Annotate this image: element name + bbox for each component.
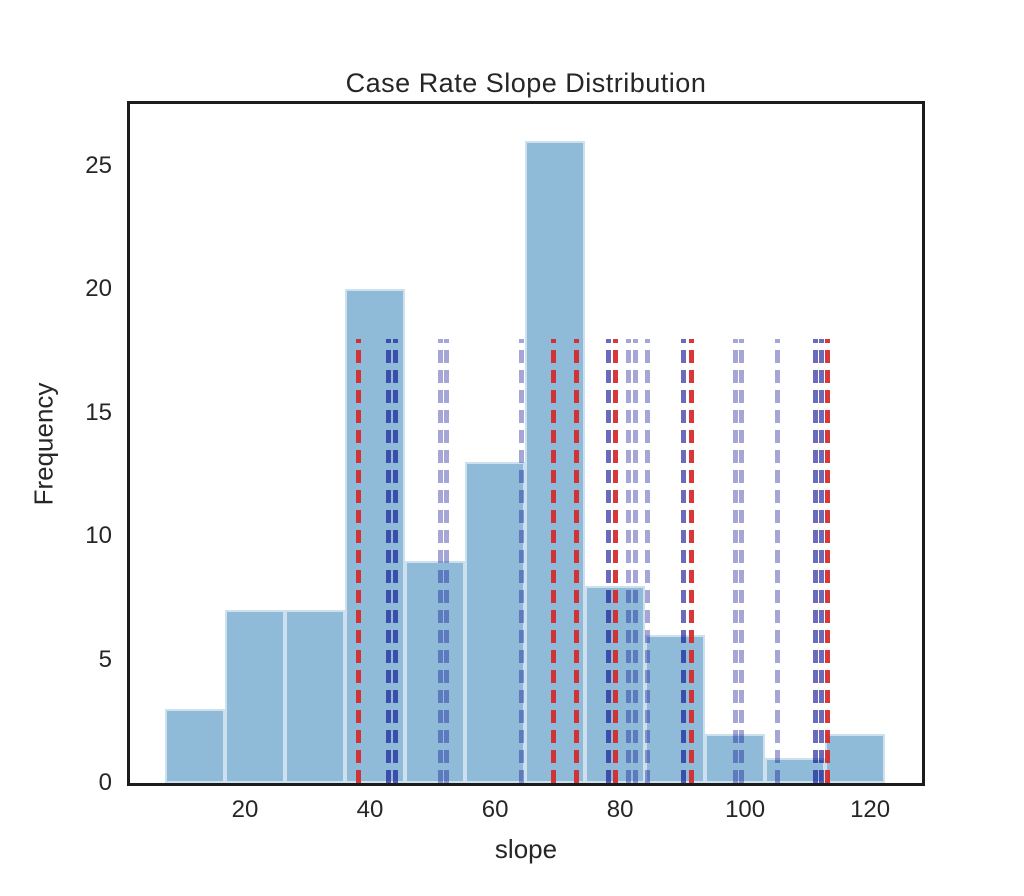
y-tick-label: 15 — [85, 398, 112, 426]
histogram-bar — [225, 610, 285, 783]
red-dashed-vline — [550, 338, 556, 783]
chart-title: Case Rate Slope Distribution — [345, 68, 707, 98]
histogram-bar — [645, 634, 706, 783]
x-tick-label: 100 — [725, 796, 766, 823]
blue-dashed-vline — [385, 338, 391, 783]
histogram-bar — [465, 462, 526, 783]
plot-inner — [130, 104, 922, 783]
y-tick-label: 25 — [85, 151, 112, 179]
histogram-bar — [705, 733, 766, 783]
x-tick-label: 120 — [850, 796, 891, 823]
blue-dashed-vline — [812, 338, 818, 783]
blue-dashed-vline — [818, 338, 824, 783]
blue-dashed-vline — [738, 338, 744, 783]
x-axis-ticks: 20 40 60 80 100 120 — [130, 795, 922, 829]
y-axis-ticks: 0 5 10 15 20 25 — [0, 104, 112, 796]
blue-dashed-vline — [605, 338, 611, 783]
blue-dashed-vline — [437, 338, 443, 783]
histogram-bar — [405, 560, 465, 783]
blue-dashed-vline — [632, 338, 638, 783]
histogram-bar — [825, 733, 886, 783]
x-tick-label: 80 — [606, 796, 634, 823]
x-axis-label: slope — [494, 834, 558, 864]
blue-dashed-vline — [644, 338, 650, 783]
red-dashed-vline — [688, 338, 694, 783]
x-tick-label: 20 — [231, 796, 259, 823]
blue-dashed-vline — [518, 338, 524, 783]
blue-dashed-vline — [625, 338, 631, 783]
blue-dashed-vline — [392, 338, 398, 783]
red-dashed-vline — [824, 338, 830, 783]
blue-dashed-vline — [443, 338, 449, 783]
y-tick-label: 0 — [98, 769, 112, 796]
red-dashed-vline — [574, 338, 580, 783]
red-dashed-vline — [355, 338, 361, 783]
blue-dashed-vline — [732, 338, 738, 783]
y-tick-label: 5 — [98, 645, 112, 673]
blue-dashed-vline — [774, 338, 780, 783]
blue-dashed-vline — [681, 338, 687, 783]
y-tick-label: 10 — [85, 522, 112, 550]
histogram-bar — [285, 610, 345, 783]
histogram-bar — [165, 708, 225, 783]
plot-area — [127, 101, 925, 786]
x-tick-label: 60 — [481, 796, 509, 823]
y-tick-label: 20 — [85, 275, 112, 303]
x-tick-label: 40 — [356, 796, 384, 823]
red-dashed-vline — [612, 338, 618, 783]
